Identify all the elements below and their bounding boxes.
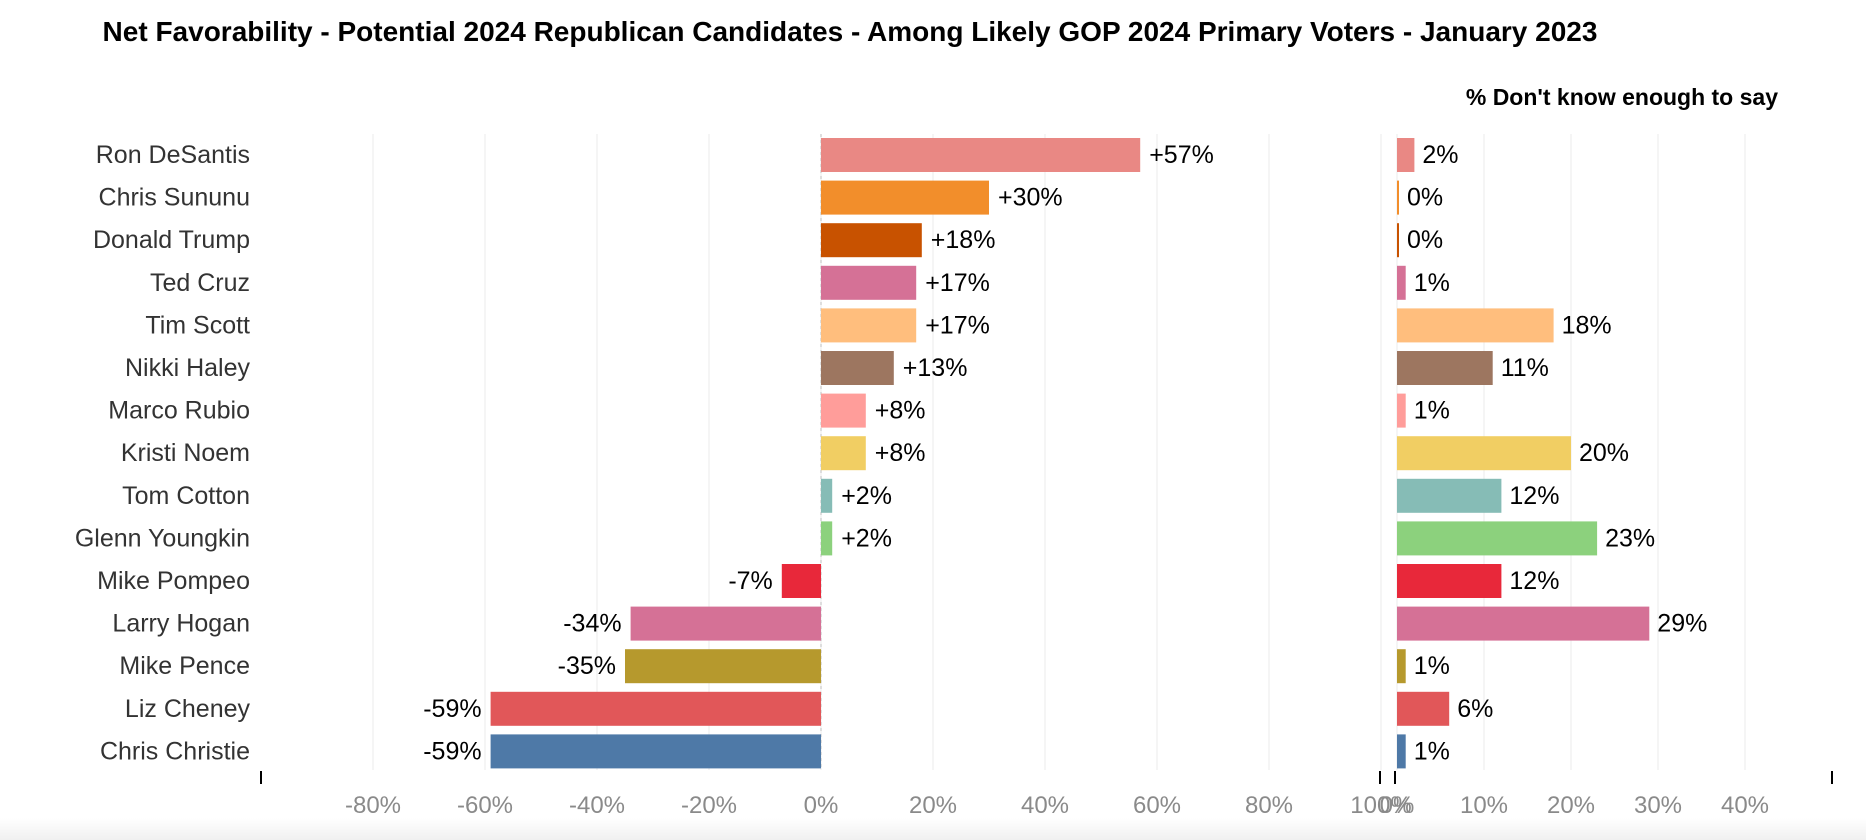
dont-know-bar — [1397, 564, 1502, 598]
bar-data-label: +17% — [925, 311, 990, 339]
category-label: Donald Trump — [93, 226, 250, 254]
bar-data-label: +2% — [841, 524, 892, 552]
category-label: Tom Cotton — [122, 482, 250, 510]
category-label: Chris Christie — [100, 737, 250, 765]
bar-data-label: 18% — [1562, 311, 1612, 339]
bar-data-label: 29% — [1657, 610, 1707, 638]
net-favorability-bar — [821, 436, 866, 471]
net-favorability-bar — [821, 478, 833, 513]
bar-data-label: -59% — [423, 695, 481, 723]
x-tick-label: -60% — [457, 792, 513, 819]
net-favorability-bar — [821, 308, 917, 343]
category-label: Mike Pence — [119, 652, 250, 680]
bar-data-label: 0% — [1407, 226, 1443, 254]
net-favorability-bar — [490, 734, 821, 769]
net-favorability-bar — [821, 138, 1141, 172]
bar-data-label: +8% — [875, 439, 926, 467]
category-label: Mike Pompeo — [97, 567, 250, 595]
bar-data-label: +2% — [841, 482, 892, 510]
category-label: Nikki Haley — [125, 354, 251, 382]
category-label: Ted Cruz — [150, 269, 250, 297]
category-label: Tim Scott — [145, 311, 250, 339]
bar-data-label: -59% — [423, 737, 481, 765]
bar-data-label: 6% — [1457, 695, 1493, 723]
x-tick-label: -80% — [345, 792, 401, 819]
bar-data-label: 12% — [1509, 567, 1559, 595]
x-tick-label: 20% — [1547, 792, 1595, 819]
bar-data-label: -35% — [558, 652, 616, 680]
x-tick-label: 40% — [1721, 792, 1769, 819]
bar-data-label: 0% — [1407, 184, 1443, 212]
bar-data-label: 20% — [1579, 439, 1629, 467]
bar-data-label: 1% — [1414, 737, 1450, 765]
x-tick-label: 30% — [1634, 792, 1682, 819]
x-tick-label: 40% — [1021, 792, 1069, 819]
x-tick-label: 20% — [909, 792, 957, 819]
x-tick-label: 0% — [804, 792, 839, 819]
dont-know-bar — [1397, 436, 1571, 471]
dont-know-bar — [1397, 734, 1406, 769]
bar-data-label: 1% — [1414, 269, 1450, 297]
bar-data-label: 12% — [1509, 482, 1559, 510]
chart-title: Net Favorability - Potential 2024 Republ… — [102, 16, 1598, 47]
dont-know-bar — [1397, 649, 1406, 684]
dont-know-bar — [1397, 606, 1650, 641]
dont-know-bar — [1397, 138, 1415, 172]
x-tick-label: -40% — [569, 792, 625, 819]
net-favorability-bar — [625, 649, 821, 684]
dont-know-bar — [1397, 521, 1598, 556]
category-label: Liz Cheney — [125, 695, 251, 723]
bar-data-label: +8% — [875, 397, 926, 425]
x-tick-label: 60% — [1133, 792, 1181, 819]
bar-data-label: 1% — [1414, 397, 1450, 425]
net-favorability-bar — [821, 393, 866, 428]
dont-know-bar — [1397, 265, 1406, 300]
dont-know-bar — [1397, 691, 1450, 726]
dont-know-subtitle: % Don't know enough to say — [1465, 84, 1778, 110]
net-favorability-bar — [821, 521, 833, 556]
bar-data-label: 23% — [1605, 524, 1655, 552]
x-tick-label: -20% — [681, 792, 737, 819]
bar-data-label: +17% — [925, 269, 990, 297]
dont-know-bar — [1397, 223, 1399, 258]
dont-know-bar — [1397, 478, 1502, 513]
bar-data-label: +57% — [1149, 141, 1214, 169]
dont-know-bar — [1397, 180, 1399, 215]
x-tick-label: 10% — [1460, 792, 1508, 819]
bar-data-label: -34% — [563, 610, 621, 638]
net-favorability-bar — [821, 265, 917, 300]
dont-know-bar — [1397, 393, 1406, 428]
footer-band — [0, 818, 1866, 840]
bar-data-label: 2% — [1422, 141, 1458, 169]
x-tick-label: 100% — [1350, 792, 1411, 819]
net-favorability-bar — [821, 351, 894, 385]
bar-data-label: +18% — [931, 226, 996, 254]
x-tick-label: 80% — [1245, 792, 1293, 819]
category-label: Ron DeSantis — [96, 141, 250, 169]
dont-know-bar — [1397, 308, 1554, 343]
dont-know-bar — [1397, 351, 1493, 385]
net-favorability-bar — [781, 564, 821, 598]
category-label: Glenn Youngkin — [75, 524, 250, 552]
bar-data-label: +30% — [998, 184, 1063, 212]
bar-data-label: 1% — [1414, 652, 1450, 680]
net-favorability-bar — [821, 180, 989, 215]
bar-data-label: -7% — [728, 567, 772, 595]
category-label: Kristi Noem — [121, 439, 250, 467]
category-label: Marco Rubio — [108, 397, 250, 425]
category-label: Chris Sununu — [99, 184, 250, 212]
x-tick-label: 0% — [1380, 792, 1415, 819]
category-label: Larry Hogan — [112, 610, 250, 638]
bar-data-label: 11% — [1501, 354, 1549, 382]
bar-data-label: +13% — [903, 354, 968, 382]
net-favorability-bar — [630, 606, 821, 641]
net-favorability-bar — [490, 691, 821, 726]
net-favorability-bar — [821, 223, 922, 258]
